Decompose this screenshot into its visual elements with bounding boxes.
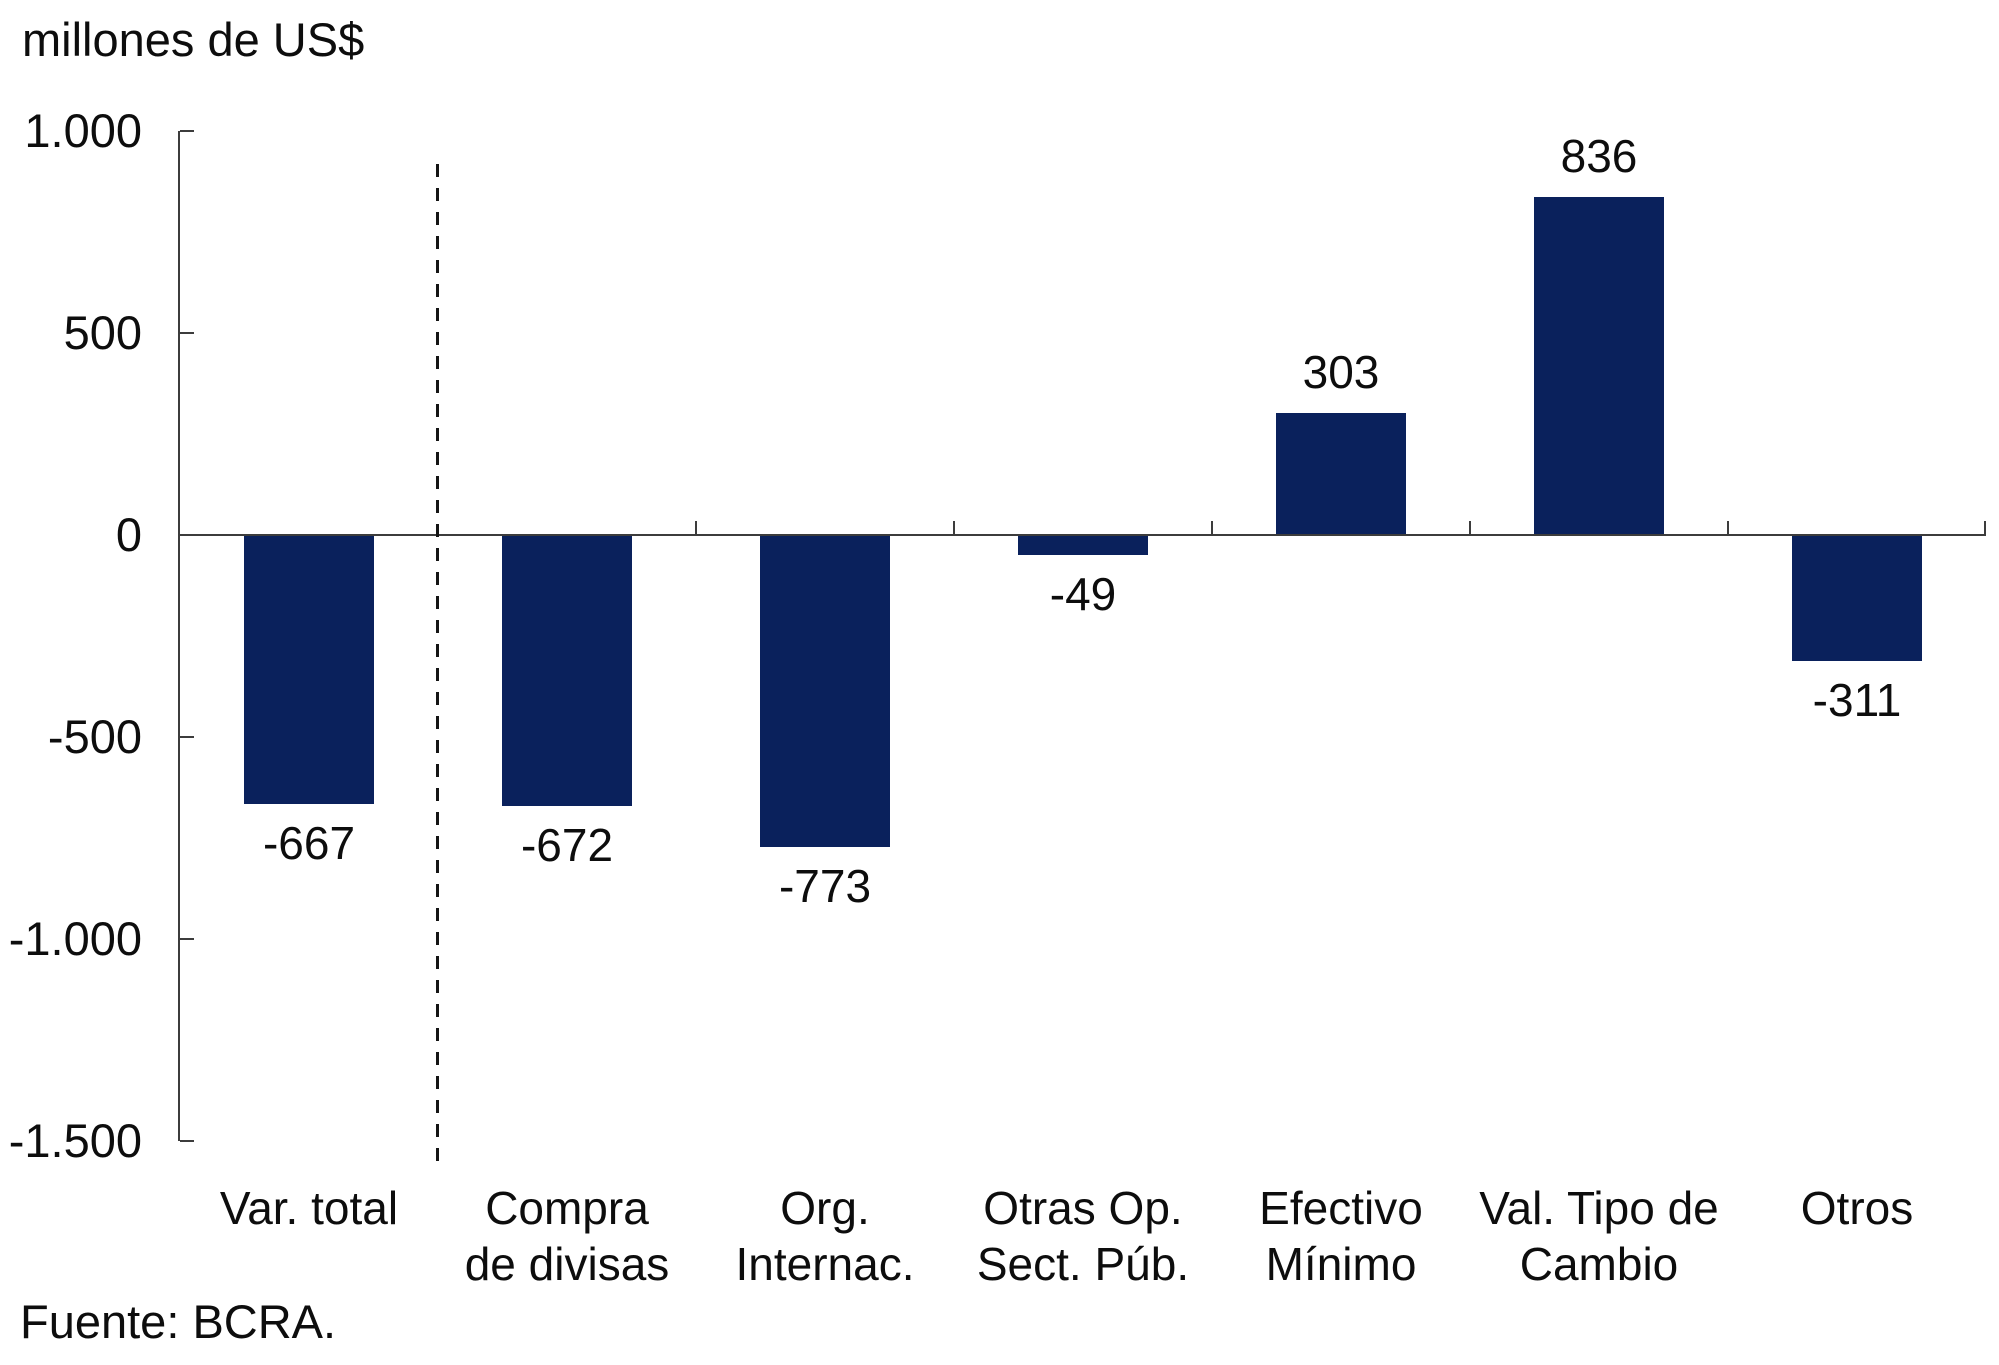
y-axis-tick <box>180 332 194 334</box>
x-label-line: Var. total <box>219 1182 399 1234</box>
y-axis-tick-label: 0 <box>115 508 142 561</box>
bar-efectivo-minimo <box>1276 413 1406 535</box>
value-label-compra-de-divisas: -672 <box>520 819 614 871</box>
x-label-line: Otras Op. <box>983 1182 1183 1234</box>
y-axis-line <box>178 131 180 1141</box>
y-axis-tick <box>180 736 194 738</box>
x-label-val-tipo-de-cambio: Val. Tipo de Cambio <box>1449 1180 1749 1292</box>
x-label-line: Efectivo <box>1259 1182 1423 1234</box>
x-label-line: Cambio <box>1519 1238 1679 1290</box>
value-label-org-internac: -773 <box>778 860 872 912</box>
y-axis-tick-label: 500 <box>63 306 142 359</box>
x-label-line: Otros <box>1800 1182 1914 1234</box>
x-axis-tick <box>953 521 955 534</box>
x-axis-tick <box>1727 521 1729 534</box>
x-label-line: Org. <box>780 1182 870 1234</box>
x-axis-end-tick <box>1984 521 1986 534</box>
y-axis-tick <box>180 1140 194 1142</box>
value-label-val-tipo-de-cambio: 836 <box>1560 130 1638 182</box>
bar-org-internac <box>760 535 890 847</box>
y-axis-tick <box>180 130 194 132</box>
value-label-otros: -311 <box>1812 674 1902 726</box>
x-label-otros: Otros <box>1707 1180 1999 1236</box>
y-axis-tick-label: -1.000 <box>8 912 142 965</box>
y-axis-tick-label: -500 <box>47 710 142 763</box>
x-label-var-total: Var. total <box>159 1180 459 1236</box>
x-axis-tick <box>1211 521 1213 534</box>
y-axis-tick <box>180 938 194 940</box>
x-label-line: de divisas <box>464 1238 670 1290</box>
value-label-efectivo-minimo: 303 <box>1302 346 1380 398</box>
x-label-line: Compra <box>485 1182 649 1234</box>
value-label-otras-op-sect-pub: -49 <box>1049 568 1117 620</box>
x-axis-tick <box>1469 521 1471 534</box>
chart-title: millones de US$ <box>22 13 365 66</box>
bar-var-total <box>244 535 374 804</box>
source-note: Fuente: BCRA. <box>20 1295 337 1348</box>
x-axis-line <box>178 534 1986 536</box>
bar-otros <box>1792 535 1922 661</box>
separator-dashed-line <box>436 164 439 1168</box>
y-axis-tick-label: -1.500 <box>8 1114 142 1167</box>
bar-otras-op-sect-pub <box>1018 535 1148 555</box>
bar-compra-de-divisas <box>502 535 632 806</box>
y-axis-tick-label: 1.000 <box>24 104 142 157</box>
x-label-line: Sect. Púb. <box>976 1238 1190 1290</box>
x-label-compra-de-divisas: Compra de divisas <box>417 1180 717 1292</box>
x-label-org-internac: Org. Internac. <box>675 1180 975 1292</box>
x-label-efectivo-minimo: Efectivo Mínimo <box>1191 1180 1491 1292</box>
x-label-line: Internac. <box>735 1238 915 1290</box>
bar-val-tipo-de-cambio <box>1534 197 1664 535</box>
value-label-var-total: -667 <box>262 817 356 869</box>
x-label-line: Val. Tipo de <box>1479 1182 1719 1234</box>
x-label-otras-op-sect-pub: Otras Op. Sect. Púb. <box>933 1180 1233 1292</box>
x-label-line: Mínimo <box>1265 1238 1417 1290</box>
x-axis-tick <box>695 521 697 534</box>
